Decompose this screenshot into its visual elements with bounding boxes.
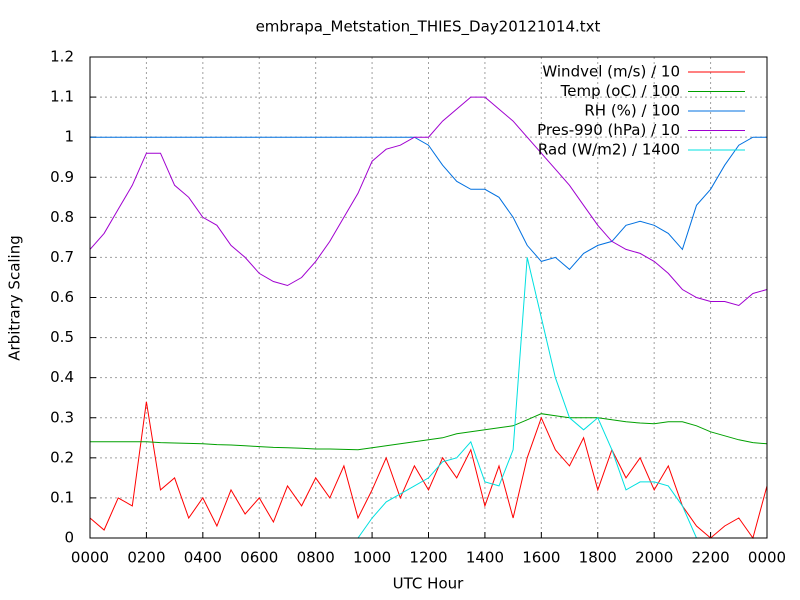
x-tick-label: 0600 <box>240 549 278 567</box>
x-tick-label: 1000 <box>353 549 391 567</box>
legend-label: Windvel (m/s) / 10 <box>542 63 680 81</box>
x-tick-label: 1400 <box>466 549 504 567</box>
x-tick-label: 2000 <box>635 549 673 567</box>
legend-label: RH (%) / 100 <box>584 102 680 120</box>
y-tick-label: 0.1 <box>50 488 74 506</box>
series-line <box>90 413 768 451</box>
y-tick-label: 0 <box>64 529 74 547</box>
x-tick-label: 0000 <box>71 549 109 567</box>
chart-title: embrapa_Metstation_THIES_Day20121014.txt <box>256 18 601 37</box>
y-tick-label: 0.4 <box>50 368 74 386</box>
x-tick-label: 0200 <box>127 549 165 567</box>
y-tick-label: 1.2 <box>50 48 74 66</box>
y-tick-label: 0.3 <box>50 408 74 426</box>
x-tick-label: 1800 <box>579 549 617 567</box>
x-tick-label: 0000 <box>748 549 786 567</box>
x-axis-label: UTC Hour <box>393 575 464 593</box>
y-axis-label: Arbitrary Scaling <box>6 235 24 361</box>
legend-label: Rad (W/m2) / 1400 <box>538 141 680 159</box>
series-line <box>89 96 768 307</box>
x-tick-label: 0400 <box>184 549 222 567</box>
x-tick-label: 2200 <box>691 549 729 567</box>
y-tick-label: 1.1 <box>50 88 74 106</box>
series-line <box>90 136 767 271</box>
series-line <box>89 401 768 540</box>
y-tick-label: 0.9 <box>50 168 74 186</box>
x-tick-label: 1200 <box>409 549 447 567</box>
x-tick-label: 1600 <box>522 549 560 567</box>
y-tick-label: 1 <box>64 128 74 146</box>
y-tick-label: 0.6 <box>50 288 74 306</box>
plot-border <box>89 56 768 539</box>
x-tick-label: 0800 <box>297 549 335 567</box>
y-tick-label: 0.2 <box>50 448 74 466</box>
y-tick-label: 0.7 <box>50 248 74 266</box>
y-tick-label: 0.5 <box>50 328 74 346</box>
legend-label: Temp (oC) / 100 <box>560 82 680 100</box>
legend-label: Pres-990 (hPa) / 10 <box>537 121 680 139</box>
y-tick-label: 0.8 <box>50 208 74 226</box>
